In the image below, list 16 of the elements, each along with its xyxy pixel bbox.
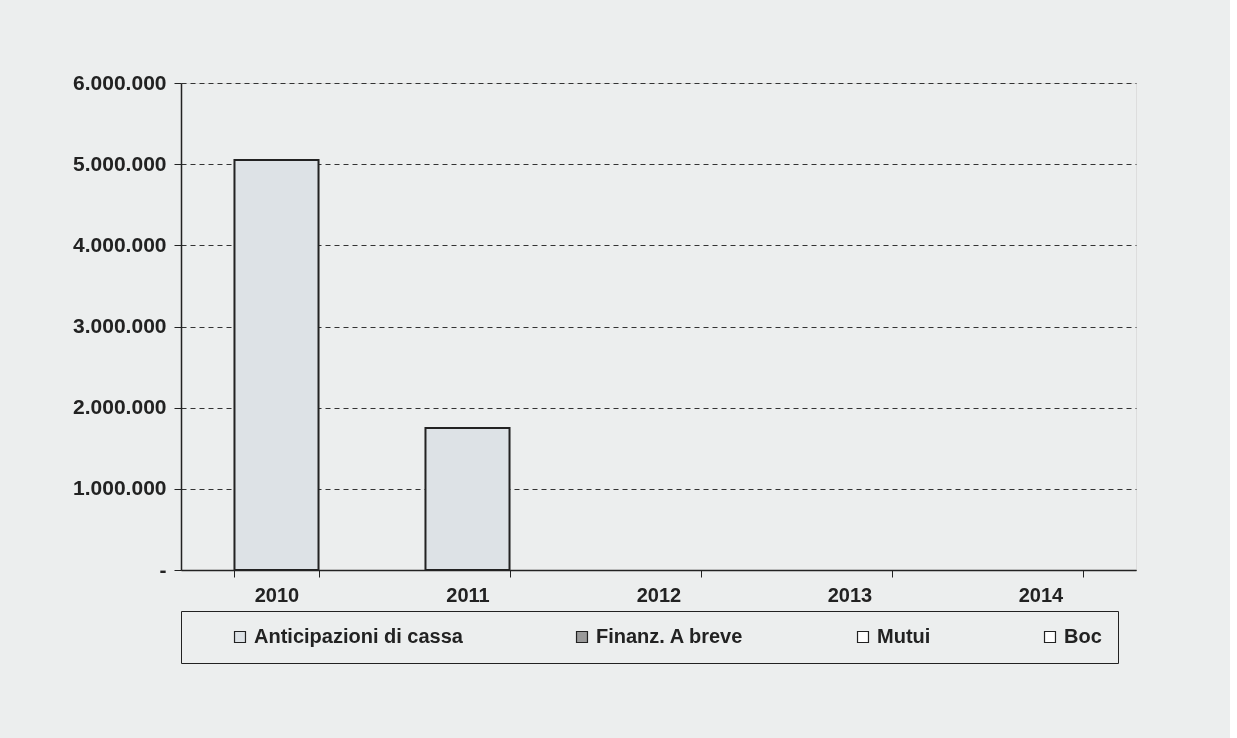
legend-label: Finanz. A breve	[596, 625, 743, 647]
y-tick-label: 3.000.000	[73, 314, 167, 337]
legend-label: Boc	[1064, 625, 1102, 647]
legend-label: Mutui	[877, 625, 931, 647]
y-tick-label: 1.000.000	[73, 476, 167, 500]
y-tick-label: 6.000.000	[73, 70, 167, 94]
x-tick-label: 2010	[254, 583, 300, 606]
y-tick-label: 5.000.000	[73, 151, 167, 175]
x-tick-label: 2012	[636, 583, 682, 606]
x-tick-label: 2013	[827, 583, 873, 606]
y-tick-label: -	[159, 557, 167, 581]
y-tick-label: 2.000.000	[73, 395, 167, 419]
x-tick-label: 2014	[1018, 583, 1065, 606]
legend-label: Anticipazioni di cassa	[254, 625, 464, 647]
y-tick-label: 4.000.000	[73, 232, 167, 256]
x-tick-label: 2011	[446, 583, 490, 606]
